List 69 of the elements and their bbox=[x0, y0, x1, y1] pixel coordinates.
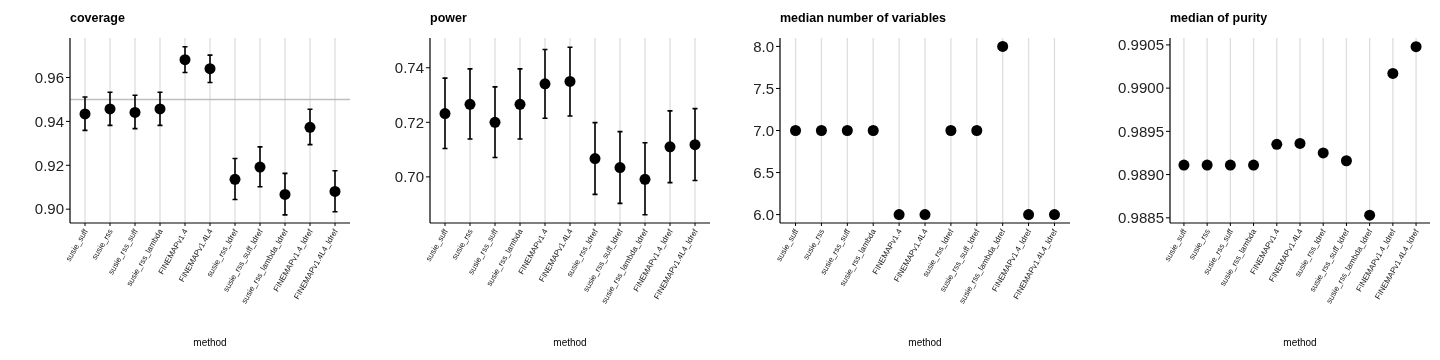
y-tick-label: 0.90 bbox=[34, 200, 64, 218]
y-tick-label: 0.92 bbox=[34, 156, 64, 174]
point bbox=[971, 125, 983, 136]
point bbox=[945, 125, 957, 136]
point bbox=[564, 75, 576, 87]
point bbox=[79, 108, 91, 120]
point bbox=[1317, 147, 1329, 159]
chart-title: power bbox=[430, 11, 467, 25]
y-tick-label: 0.74 bbox=[394, 58, 424, 76]
point bbox=[279, 188, 291, 200]
point bbox=[464, 98, 476, 110]
point bbox=[589, 153, 601, 165]
x-axis-title: method bbox=[1283, 337, 1317, 348]
point bbox=[179, 54, 191, 66]
y-tick-label: 0.94 bbox=[34, 112, 64, 130]
point bbox=[154, 103, 166, 115]
point bbox=[1340, 155, 1352, 167]
point bbox=[614, 162, 626, 174]
point bbox=[893, 209, 905, 221]
y-tick-label: 0.96 bbox=[34, 68, 64, 86]
y-tick-label: 0.9900 bbox=[1118, 79, 1164, 97]
point bbox=[867, 125, 879, 136]
y-tick-label: 0.9885 bbox=[1118, 209, 1164, 227]
point bbox=[1387, 67, 1399, 79]
point bbox=[815, 125, 827, 136]
y-tick-label: 8.0 bbox=[753, 37, 774, 55]
point bbox=[1410, 41, 1422, 53]
point bbox=[1048, 209, 1060, 221]
y-tick-label: 6.5 bbox=[753, 163, 774, 181]
point bbox=[919, 209, 931, 221]
y-tick-label: 0.9895 bbox=[1118, 122, 1164, 140]
y-tick-label: 0.9890 bbox=[1118, 165, 1164, 183]
point bbox=[1294, 137, 1306, 149]
chart-title: median number of variables bbox=[780, 11, 947, 25]
y-tick-label: 0.72 bbox=[394, 113, 424, 131]
point bbox=[1248, 159, 1260, 171]
point bbox=[997, 40, 1009, 52]
point bbox=[514, 98, 526, 110]
y-tick-label: 0.70 bbox=[394, 168, 424, 186]
point bbox=[1178, 159, 1190, 171]
point bbox=[229, 173, 241, 185]
point bbox=[1023, 209, 1035, 221]
point bbox=[204, 63, 216, 75]
y-tick-label: 6.0 bbox=[753, 205, 774, 223]
point bbox=[1271, 138, 1283, 150]
point bbox=[1364, 209, 1376, 221]
point bbox=[664, 141, 676, 153]
chart-title: median of purity bbox=[1170, 11, 1268, 25]
point bbox=[304, 121, 316, 133]
point bbox=[790, 125, 802, 136]
point bbox=[639, 173, 651, 185]
point bbox=[841, 125, 853, 136]
point bbox=[539, 78, 551, 90]
chart-title: coverage bbox=[70, 11, 125, 25]
point bbox=[689, 139, 701, 151]
y-tick-label: 7.5 bbox=[753, 79, 774, 97]
point bbox=[1224, 159, 1236, 171]
y-tick-label: 0.9905 bbox=[1118, 36, 1164, 54]
point bbox=[439, 108, 451, 120]
point bbox=[489, 116, 501, 128]
point bbox=[1201, 159, 1213, 171]
point bbox=[104, 103, 116, 115]
point bbox=[329, 185, 341, 197]
point bbox=[129, 106, 141, 118]
y-tick-label: 7.0 bbox=[753, 121, 774, 139]
point bbox=[254, 161, 266, 173]
x-axis-title: method bbox=[908, 337, 942, 348]
x-axis-title: method bbox=[193, 337, 227, 348]
x-axis-title: method bbox=[553, 337, 587, 348]
